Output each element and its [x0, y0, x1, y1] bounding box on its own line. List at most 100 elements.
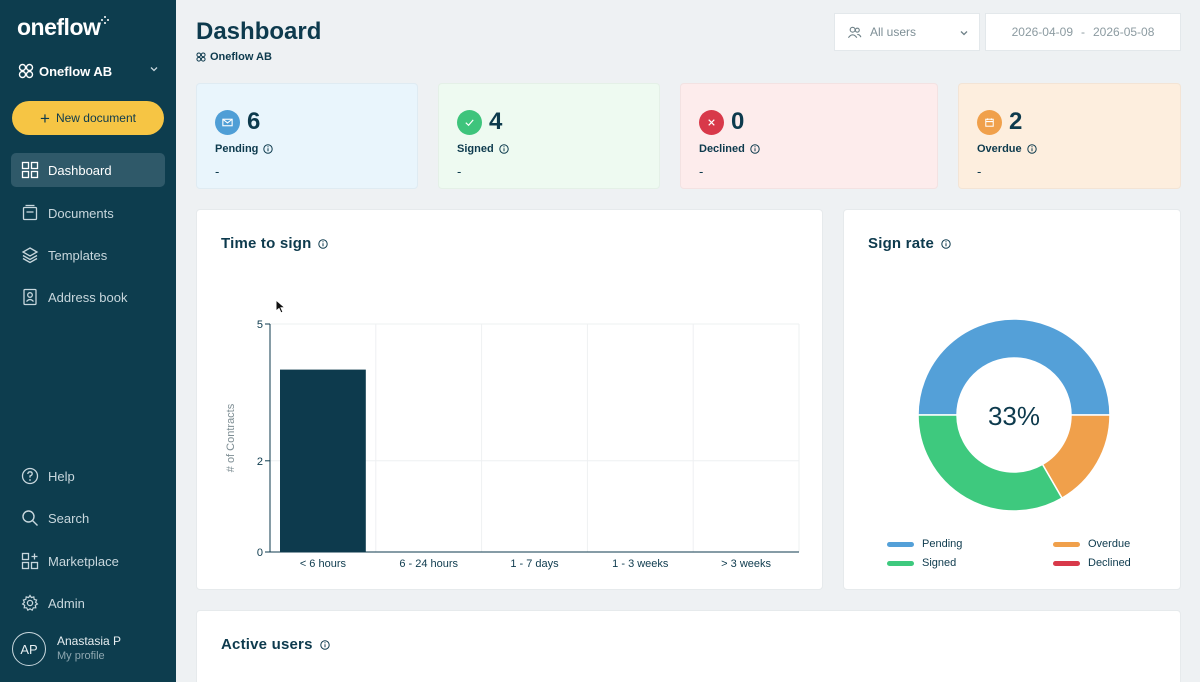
org-icon [196, 52, 206, 62]
stat-label: Pending [215, 143, 259, 155]
x-tick-label: 6 - 24 hours [399, 558, 458, 570]
checkmark-icon [465, 119, 474, 127]
chevron-down-icon [150, 67, 158, 72]
new-document-button[interactable]: + New document [12, 101, 164, 135]
info-icon[interactable] [750, 144, 760, 154]
info-icon[interactable] [941, 238, 951, 249]
y-tick-label: 2 [257, 456, 263, 468]
stat-sub: - [699, 164, 704, 179]
mouse-cursor-icon [275, 299, 287, 314]
info-icon[interactable] [319, 639, 330, 650]
legend-swatch [1053, 541, 1080, 547]
x-tick-label: < 6 hours [300, 558, 347, 570]
org-name: Oneflow AB [39, 63, 113, 79]
documents-icon [22, 204, 38, 221]
stat-card-overdue[interactable]: 2 Overdue - [958, 83, 1181, 189]
envelope-icon [222, 118, 233, 127]
nav-item-documents[interactable]: Documents [11, 196, 165, 230]
x-tick-label: > 3 weeks [721, 558, 771, 570]
time-to-sign-chart: 0 2 5 < 6 hours 6 - 24 hours 1 - 7 days 1 - 3 … [225, 319, 800, 570]
declined-badge [699, 110, 724, 135]
gear-icon [21, 594, 39, 611]
stat-sub: - [977, 164, 982, 179]
close-icon [708, 119, 715, 126]
date-separator: - [1081, 25, 1085, 39]
stat-sub: - [457, 164, 462, 179]
org-icon [18, 63, 34, 79]
stat-sub: - [215, 164, 220, 179]
profile-link[interactable]: AP Anastasia P My profile [12, 631, 172, 667]
stat-card-declined[interactable]: 0 Declined - [680, 83, 938, 189]
stat-label: Overdue [977, 143, 1022, 155]
nav-item-admin[interactable]: Admin [11, 586, 165, 620]
legend-item-overdue[interactable]: Overdue [1053, 538, 1130, 550]
stat-card-pending[interactable]: 6 Pending - [196, 83, 418, 189]
nav-item-address-book[interactable]: Address book [11, 280, 165, 314]
nav-item-templates[interactable]: Templates [11, 238, 165, 272]
stat-count: 4 [489, 108, 503, 135]
panel-title: Sign rate [868, 235, 934, 252]
stat-count: 0 [731, 108, 745, 135]
page-title: Dashboard [196, 18, 322, 45]
stat-count: 6 [247, 108, 261, 135]
address-book-icon [23, 288, 37, 306]
info-icon[interactable] [263, 144, 274, 154]
x-tick-label: 1 - 7 days [510, 558, 559, 570]
sign-rate-chart: 33% [917, 318, 1111, 512]
time-to-sign-panel: Time to sign 0 2 5 < 6 hours 6 - 24 hours 1 -… [196, 209, 823, 590]
info-icon[interactable] [498, 144, 509, 154]
sign-rate-panel: Sign rate 33% Pending Overdue Signed Dec… [843, 209, 1181, 590]
nav-item-search[interactable]: Search [11, 501, 165, 535]
pending-badge [215, 110, 240, 135]
profile-name: Anastasia P [57, 634, 122, 648]
y-tick-label: 0 [257, 547, 263, 559]
users-icon [847, 26, 862, 38]
date-from[interactable]: 2026-04-09 [1011, 25, 1073, 39]
legend-swatch [887, 541, 914, 547]
slice-signed[interactable] [917, 414, 1064, 512]
marketplace-icon [21, 552, 39, 570]
templates-icon [21, 247, 39, 264]
calendar-icon [985, 118, 994, 127]
panel-title: Time to sign [221, 235, 312, 252]
legend-item-declined[interactable]: Declined [1053, 557, 1131, 569]
search-icon [22, 510, 38, 526]
y-axis-label: # of Contracts [225, 403, 237, 472]
legend-swatch [887, 560, 914, 566]
plus-icon: + [40, 108, 50, 128]
bar-0[interactable] [280, 369, 366, 552]
sidebar: oneflow Oneflow AB + New document Dashbo… [0, 0, 176, 682]
stat-label: Signed [457, 143, 494, 155]
org-switcher[interactable]: Oneflow AB [18, 60, 163, 82]
oneflow-logo[interactable]: oneflow [17, 14, 110, 41]
users-filter-select[interactable]: All users [834, 13, 980, 51]
page-subtitle: Oneflow AB [196, 51, 272, 63]
nav-item-marketplace[interactable]: Marketplace [11, 544, 165, 578]
date-range-picker[interactable]: 2026-04-09 - 2026-05-08 [985, 13, 1181, 51]
chevron-down-icon [960, 31, 968, 36]
y-tick-label: 5 [257, 319, 263, 331]
stat-card-signed[interactable]: 4 Signed - [438, 83, 660, 189]
stat-count: 2 [1009, 108, 1023, 135]
help-icon [21, 467, 39, 485]
nav-item-help[interactable]: Help [11, 459, 165, 493]
avatar: AP [12, 632, 46, 666]
signed-badge [457, 110, 482, 135]
date-to[interactable]: 2026-05-08 [1093, 25, 1155, 39]
profile-subtitle: My profile [57, 650, 105, 662]
legend-swatch [1053, 560, 1080, 566]
legend-item-signed[interactable]: Signed [887, 557, 956, 569]
legend-item-pending[interactable]: Pending [887, 538, 962, 550]
sign-rate-center-label: 33% [988, 401, 1040, 431]
info-icon[interactable] [1026, 144, 1037, 154]
stat-label: Declined [699, 143, 745, 155]
nav-item-dashboard[interactable]: Dashboard [11, 153, 165, 187]
info-icon[interactable] [318, 238, 329, 249]
logo-sparkle-icon [101, 16, 110, 24]
dashboard-icon [21, 161, 39, 179]
slice-pending[interactable] [917, 318, 1111, 416]
overdue-badge [977, 110, 1002, 135]
active-users-panel: Active users [196, 610, 1181, 682]
x-tick-label: 1 - 3 weeks [612, 558, 669, 570]
panel-title: Active users [221, 636, 313, 653]
